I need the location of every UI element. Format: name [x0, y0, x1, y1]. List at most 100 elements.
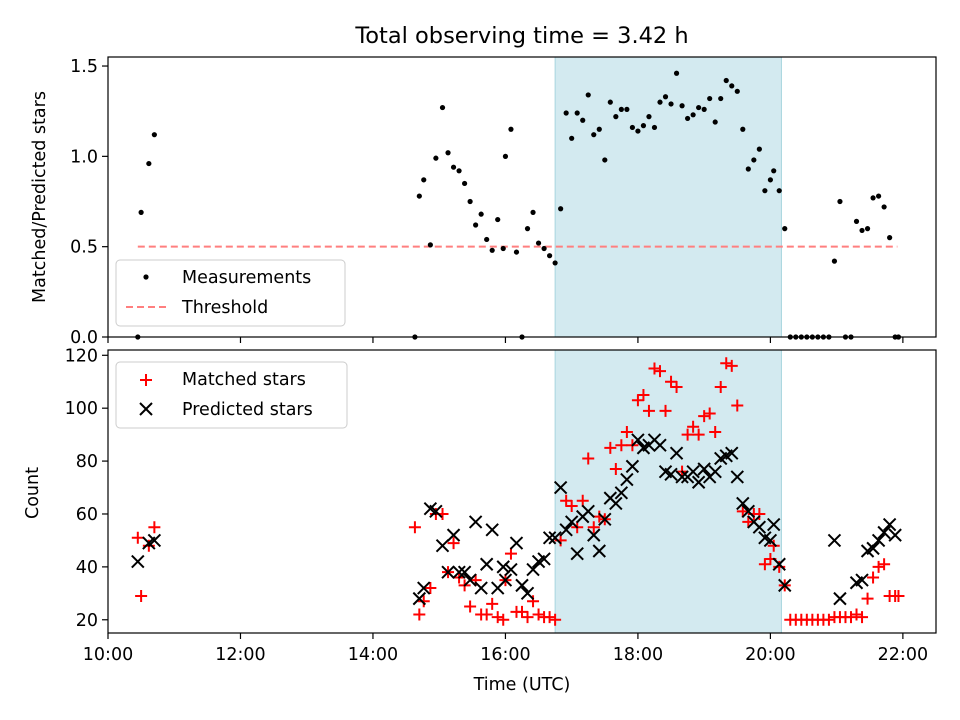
measurement-point: [646, 114, 652, 120]
matched-point: [687, 420, 700, 433]
predicted-point: [147, 533, 162, 548]
predicted-point: [468, 515, 483, 529]
observing-window-top: [554, 56, 782, 338]
measurement-point: [580, 117, 586, 123]
bottom-y-axis: 20 40 60 80 100 120: [65, 346, 108, 631]
top-legend-box: [115, 259, 346, 327]
matched-point: [497, 613, 510, 626]
predicted-point: [542, 531, 557, 545]
predicted-point: [559, 523, 573, 537]
y-tick-label: 80: [76, 452, 98, 472]
measurement-point: [535, 240, 542, 246]
measurement-point: [151, 132, 157, 138]
x-axis-label: Time (UTC): [473, 675, 571, 695]
predicted-point: [496, 560, 510, 574]
predicted-point: [614, 486, 629, 500]
matched-point: [582, 452, 595, 465]
measurement-point: [541, 245, 547, 252]
predicted-point: [691, 475, 706, 489]
measurement-point: [751, 157, 757, 163]
top-panel: 0.0 0.5 1.0 1.5 Matched/Predicted stars Mea…: [30, 56, 937, 348]
matched-point: [753, 507, 766, 520]
matched-point: [504, 547, 517, 560]
x-tick-label: 22:00: [878, 645, 928, 665]
measurement-point: [421, 177, 427, 183]
matched-point: [856, 611, 869, 624]
predicted-point: [763, 533, 778, 548]
measurement-point: [756, 146, 762, 152]
matched-point: [654, 365, 666, 378]
measurement-point: [624, 106, 630, 112]
measurement-point: [558, 206, 564, 212]
measurement-point: [745, 166, 751, 172]
measurement-point: [552, 260, 558, 266]
measurement-point: [502, 153, 509, 159]
predicted-point: [669, 446, 684, 460]
measurement-point: [563, 110, 569, 116]
y-tick-label: 20: [76, 611, 98, 631]
predicted-point: [474, 581, 488, 595]
predicted-point: [866, 541, 880, 556]
matched-point: [850, 608, 863, 621]
measurement-point: [513, 249, 520, 255]
measurement-point: [657, 99, 663, 105]
predicted-point: [772, 557, 786, 571]
predicted-point: [515, 578, 529, 593]
matched-point: [648, 362, 661, 375]
matched-point: [549, 613, 562, 626]
matched-point: [844, 611, 857, 624]
matched-point: [413, 608, 426, 621]
matched-point: [670, 381, 683, 394]
matched-point: [714, 381, 727, 394]
legend-measurements-label: Measurements: [182, 268, 311, 288]
predicted-point: [537, 552, 551, 566]
matched-point: [408, 521, 421, 534]
measurement-point: [439, 104, 446, 111]
measurement-point: [853, 218, 860, 224]
matched-point: [604, 441, 617, 454]
observing-window-band: [554, 56, 782, 338]
matched-point: [731, 399, 744, 412]
predicted-point: [479, 557, 494, 571]
predicted-point: [592, 544, 606, 558]
matched-point: [822, 613, 835, 626]
measurement-point: [427, 242, 433, 248]
measurement-point: [602, 157, 608, 163]
measurement-point: [701, 106, 707, 112]
matched-point: [767, 539, 780, 552]
predicted-point: [778, 578, 792, 593]
matched-point: [872, 560, 885, 573]
y-tick-label: 120: [65, 346, 98, 366]
matched-point: [725, 359, 738, 372]
y-tick-label: 40: [76, 558, 98, 578]
matched-point: [620, 425, 633, 438]
matched-point: [861, 592, 874, 605]
predicted-point: [463, 573, 477, 587]
measurement-point: [762, 188, 768, 194]
matched-point: [516, 605, 528, 618]
matched-point: [491, 611, 504, 624]
measurement-point: [473, 222, 479, 228]
bottom-legend: Matched stars Predicted stars: [115, 361, 348, 429]
predicted-stars-series: [131, 433, 902, 606]
top-x-ticks: [107, 337, 904, 343]
predicted-point: [509, 536, 524, 550]
measurement-point: [618, 106, 624, 112]
measurement-point: [696, 104, 702, 111]
measurement-point: [500, 245, 506, 252]
measurement-point: [870, 195, 876, 201]
predicted-point: [833, 591, 847, 606]
predicted-point: [520, 586, 535, 601]
x-tick-label: 16:00: [480, 645, 530, 665]
legend-predicted-marker: [139, 402, 153, 416]
matched-point: [131, 531, 144, 544]
predicted-point: [417, 581, 431, 595]
matched-point: [532, 608, 545, 621]
matched-point: [148, 521, 161, 534]
legend-measurements-marker: [143, 274, 149, 280]
measurement-point: [433, 155, 439, 161]
predicted-point: [827, 533, 842, 548]
y-tick-label: 1.5: [70, 57, 98, 77]
measurement-point: [887, 235, 893, 241]
predicted-point: [581, 504, 595, 519]
